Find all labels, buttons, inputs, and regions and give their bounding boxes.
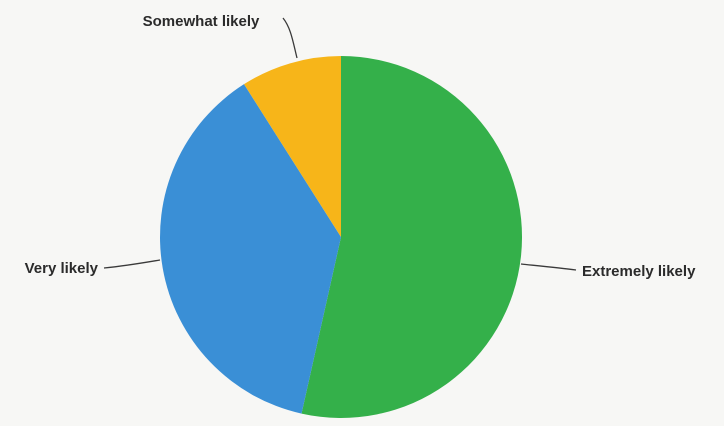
leader-lines <box>103 17 577 271</box>
leader-line-very-likely <box>103 259 161 269</box>
slice-label-extremely-likely: Extremely likely <box>582 263 696 280</box>
leader-line-somewhat-likely <box>282 17 298 59</box>
pie-slice-extremely-likely <box>301 56 523 418</box>
pie-slice-very-likely <box>160 84 341 414</box>
pie-slices <box>160 56 523 418</box>
slice-label-somewhat-likely: Somewhat likely <box>143 13 260 30</box>
pie-slice-somewhat-likely <box>244 56 341 237</box>
slice-label-very-likely: Very likely <box>25 260 99 277</box>
slice-labels: Extremely likely Very likely Somewhat li… <box>25 13 696 280</box>
leader-line-extremely-likely <box>520 263 577 271</box>
